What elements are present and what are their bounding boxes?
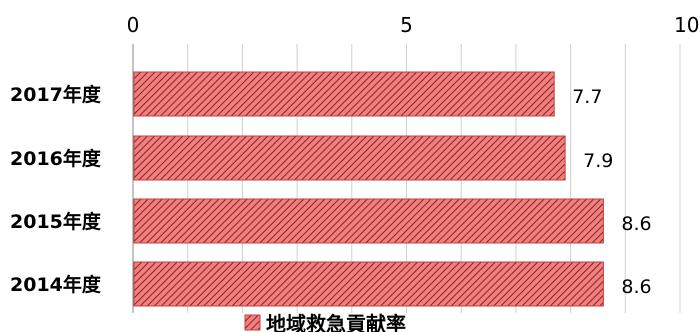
legend: 地域救急貢献率 <box>244 312 406 332</box>
bar <box>133 71 555 117</box>
data-label: 8.6 <box>621 213 651 235</box>
bar <box>133 135 566 181</box>
category-label: 2016年度 <box>10 147 102 170</box>
data-label: 7.7 <box>572 86 602 108</box>
bars <box>133 71 604 307</box>
category-label: 2015年度 <box>10 210 102 233</box>
category-label: 2017年度 <box>10 83 102 106</box>
x-tick-labels: 0 5 10 <box>127 13 700 37</box>
x-tick-label: 0 <box>127 13 140 37</box>
bar <box>133 261 604 307</box>
legend-label: 地域救急貢献率 <box>266 312 406 332</box>
data-label: 8.6 <box>621 276 651 298</box>
category-labels: 2017年度 2016年度 2015年度 2014年度 <box>10 83 102 296</box>
x-tick-label: 10 <box>674 13 699 37</box>
legend-swatch <box>244 314 261 331</box>
data-labels: 7.7 7.9 8.6 8.6 <box>572 86 651 298</box>
category-label: 2014年度 <box>10 273 102 296</box>
data-label: 7.9 <box>583 150 613 172</box>
bar <box>133 198 604 244</box>
x-tick-label: 5 <box>400 13 413 37</box>
